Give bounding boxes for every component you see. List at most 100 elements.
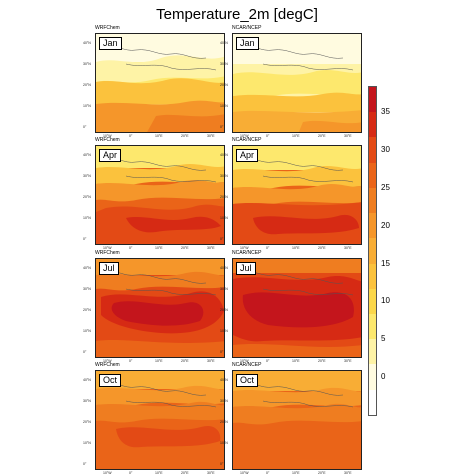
lat-tick-label: 0° xyxy=(220,462,224,466)
lon-tick-label: 10°E xyxy=(155,246,163,250)
lon-tick-label: 10°W xyxy=(103,246,112,250)
lat-tick-label: 10°N xyxy=(83,216,91,220)
map-field: Jul xyxy=(232,258,362,358)
lon-tick-label: 10°E xyxy=(292,359,300,363)
colorbar-tick-label: 35 xyxy=(381,107,390,117)
panel-source-label: NCAR/NCEP xyxy=(232,250,262,256)
panel-source-label: WRFChem xyxy=(95,362,120,368)
month-label: Apr xyxy=(99,149,122,162)
map-field: Apr xyxy=(232,145,362,245)
panel-wrfchem-oct: WRFChem Oct xyxy=(95,362,225,470)
lon-tick-label: 0° xyxy=(129,134,133,138)
lat-tick-label: 0° xyxy=(83,237,87,241)
lon-tick-label: 20°E xyxy=(181,359,189,363)
panel-wrfchem-apr: WRFChem Apr xyxy=(95,137,225,245)
colorbar-tick-label: 30 xyxy=(381,145,390,155)
colorbar-segment xyxy=(369,238,376,264)
panel-ncarncep-apr: NCAR/NCEP Apr xyxy=(232,137,362,245)
lat-tick-label: 30°N xyxy=(83,399,91,403)
colorbar-segment xyxy=(369,288,376,314)
lat-tick-label: 0° xyxy=(83,125,87,129)
colorbar-segment xyxy=(369,87,376,113)
month-label: Jul xyxy=(236,262,256,275)
lon-tick-label: 20°E xyxy=(181,246,189,250)
lat-tick-label: 10°N xyxy=(220,104,228,108)
lat-tick-label: 20°N xyxy=(83,195,91,199)
month-label: Jul xyxy=(99,262,119,275)
map-field: Oct xyxy=(232,370,362,470)
lat-tick-label: 30°N xyxy=(83,174,91,178)
month-label: Oct xyxy=(99,374,122,387)
lat-tick-label: 0° xyxy=(220,237,224,241)
lon-tick-label: 20°E xyxy=(318,471,326,475)
lat-tick-label: 0° xyxy=(220,125,224,129)
lon-tick-label: 0° xyxy=(129,246,133,250)
colorbar-segment xyxy=(369,339,376,365)
colorbar-segment xyxy=(369,162,376,188)
panel-source-label: NCAR/NCEP xyxy=(232,25,262,31)
lon-tick-label: 10°W xyxy=(240,359,249,363)
panel-source-label: WRFChem xyxy=(95,137,120,143)
lat-tick-label: 10°N xyxy=(220,329,228,333)
map-field: Oct xyxy=(95,370,225,470)
lon-tick-label: 10°W xyxy=(103,471,112,475)
lon-tick-label: 20°E xyxy=(318,246,326,250)
colorbar-segment xyxy=(369,213,376,239)
lat-tick-label: 20°N xyxy=(83,83,91,87)
lon-tick-label: 10°W xyxy=(103,134,112,138)
colorbar-segment xyxy=(369,263,376,289)
lat-tick-label: 20°N xyxy=(220,195,228,199)
month-label: Jan xyxy=(99,37,122,50)
lon-tick-label: 10°W xyxy=(103,359,112,363)
lat-tick-label: 30°N xyxy=(83,287,91,291)
colorbar-segment xyxy=(369,389,376,415)
lon-tick-label: 20°E xyxy=(181,471,189,475)
panel-wrfchem-jan: WRFChem Jan xyxy=(95,25,225,133)
lat-tick-label: 20°N xyxy=(220,308,228,312)
panel-source-label: WRFChem xyxy=(95,250,120,256)
lon-tick-label: 0° xyxy=(266,246,270,250)
month-label: Oct xyxy=(236,374,259,387)
lon-tick-label: 30°E xyxy=(207,471,215,475)
lat-tick-label: 30°N xyxy=(220,174,228,178)
panel-ncarncep-oct: NCAR/NCEP Oct xyxy=(232,362,362,470)
colorbar-tick-label: 25 xyxy=(381,182,390,192)
lat-tick-label: 40°N xyxy=(220,153,228,157)
lon-tick-label: 0° xyxy=(266,471,270,475)
lat-tick-label: 0° xyxy=(83,462,87,466)
lon-tick-label: 30°E xyxy=(344,134,352,138)
lon-tick-label: 20°E xyxy=(318,134,326,138)
lon-tick-label: 30°E xyxy=(344,359,352,363)
panel-ncarncep-jul: NCAR/NCEP Jul xyxy=(232,250,362,358)
lon-tick-label: 10°E xyxy=(155,359,163,363)
lon-tick-label: 30°E xyxy=(207,359,215,363)
lon-tick-label: 10°E xyxy=(292,471,300,475)
month-label: Jan xyxy=(236,37,259,50)
colorbar-tick-label: 20 xyxy=(381,220,390,230)
map-field: Jan xyxy=(95,33,225,133)
lat-tick-label: 40°N xyxy=(83,153,91,157)
colorbar-segment xyxy=(369,364,376,390)
lat-tick-label: 10°N xyxy=(220,216,228,220)
colorbar-segment xyxy=(369,137,376,163)
map-field: Jan xyxy=(232,33,362,133)
lon-tick-label: 0° xyxy=(129,471,133,475)
lat-tick-label: 20°N xyxy=(83,308,91,312)
lon-tick-label: 30°E xyxy=(344,471,352,475)
panel-source-label: NCAR/NCEP xyxy=(232,362,262,368)
lat-tick-label: 40°N xyxy=(220,378,228,382)
colorbar-tick-label: 0 xyxy=(381,372,386,382)
lon-tick-label: 30°E xyxy=(207,134,215,138)
lat-tick-label: 10°N xyxy=(83,329,91,333)
colorbar-tick-label: 5 xyxy=(381,334,386,344)
panel-ncarncep-jan: NCAR/NCEP Jan xyxy=(232,25,362,133)
lon-tick-label: 10°W xyxy=(240,471,249,475)
lon-tick-label: 0° xyxy=(266,134,270,138)
lat-tick-label: 40°N xyxy=(83,378,91,382)
panel-wrfchem-jul: WRFChem Jul xyxy=(95,250,225,358)
lon-tick-label: 10°W xyxy=(240,246,249,250)
lon-tick-label: 0° xyxy=(129,359,133,363)
lon-tick-label: 30°E xyxy=(207,246,215,250)
figure-title: Temperature_2m [degC] xyxy=(156,6,318,23)
lat-tick-label: 40°N xyxy=(220,266,228,270)
